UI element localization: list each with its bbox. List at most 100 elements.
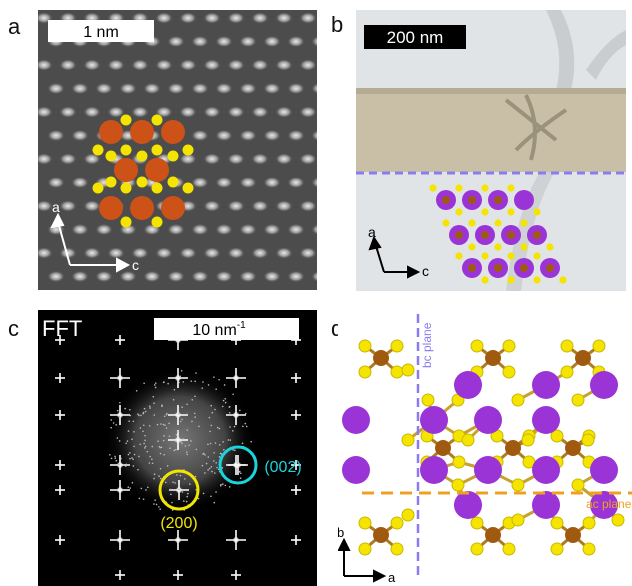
yellow-atom bbox=[481, 184, 489, 192]
noise-speck bbox=[224, 401, 227, 404]
yellow-atom bbox=[182, 182, 194, 194]
noise-speck bbox=[208, 467, 211, 470]
noise-speck bbox=[187, 492, 189, 495]
noise-speck bbox=[116, 409, 119, 412]
brown-atom bbox=[565, 440, 581, 456]
noise-speck bbox=[169, 488, 172, 491]
lattice-dot bbox=[203, 153, 221, 165]
yellow-atom bbox=[550, 542, 564, 556]
noise-speck bbox=[127, 430, 130, 432]
noise-speck bbox=[164, 481, 167, 484]
noise-speck bbox=[140, 487, 143, 490]
lattice-dot bbox=[311, 270, 317, 283]
lattice-dot bbox=[251, 153, 269, 165]
noise-speck bbox=[175, 433, 178, 436]
brown-atom bbox=[494, 196, 502, 204]
noise-speck bbox=[118, 415, 121, 418]
lattice-dot bbox=[71, 129, 89, 142]
noise-speck bbox=[128, 420, 130, 422]
yellow-atom bbox=[520, 219, 528, 227]
noise-speck bbox=[224, 398, 227, 400]
lattice-dot bbox=[227, 200, 245, 212]
lattice-dots bbox=[38, 12, 317, 283]
lattice-dot bbox=[215, 82, 233, 95]
noise-speck bbox=[186, 403, 188, 406]
lattice-dot bbox=[311, 176, 317, 189]
bright-spot bbox=[174, 411, 182, 419]
faint-spot bbox=[58, 538, 62, 542]
bright-spot bbox=[232, 411, 240, 419]
lattice-dot bbox=[95, 223, 113, 236]
purple-atom bbox=[532, 371, 560, 399]
noise-speck bbox=[213, 460, 215, 462]
nanobelt bbox=[356, 88, 626, 172]
yellow-atom bbox=[120, 182, 132, 194]
noise-speck bbox=[234, 449, 236, 452]
lattice-dot bbox=[263, 223, 281, 236]
noise-speck bbox=[129, 408, 131, 411]
noise-speck bbox=[119, 401, 121, 404]
noise-speck bbox=[239, 472, 242, 475]
lattice-dot bbox=[191, 129, 209, 142]
noise-speck bbox=[142, 424, 145, 427]
noise-speck bbox=[241, 442, 244, 445]
faint-spot bbox=[58, 463, 62, 467]
yellow-atom bbox=[151, 144, 163, 156]
noise-speck bbox=[153, 414, 156, 416]
orange-atom bbox=[145, 158, 169, 182]
scale-bar-label: 1 nm bbox=[83, 24, 119, 41]
noise-speck bbox=[176, 430, 179, 433]
lattice-dot bbox=[71, 270, 89, 283]
lattice-dot bbox=[299, 153, 317, 165]
faint-spot bbox=[176, 573, 180, 577]
noise-speck bbox=[109, 453, 111, 456]
noise-speck bbox=[218, 456, 221, 458]
noise-speck bbox=[242, 425, 244, 428]
yellow-atom bbox=[611, 513, 625, 527]
noise-speck bbox=[144, 434, 146, 437]
noise-speck bbox=[244, 422, 247, 425]
noise-speck bbox=[214, 472, 216, 474]
noise-speck bbox=[195, 372, 197, 374]
noise-speck bbox=[201, 387, 204, 389]
scale-bar-label: 200 nm bbox=[387, 28, 444, 47]
lattice-dot bbox=[107, 247, 125, 259]
yellow-atom bbox=[442, 219, 450, 227]
yellow-atom bbox=[401, 363, 415, 377]
axis-arrows bbox=[338, 537, 387, 583]
noise-speck bbox=[186, 453, 189, 456]
lattice-dot bbox=[179, 12, 197, 24]
lattice-dot bbox=[191, 176, 209, 189]
noise-speck bbox=[218, 444, 221, 446]
noise-speck bbox=[154, 386, 157, 389]
lattice-dot bbox=[83, 106, 101, 118]
panel-a-hrtem-image: 1 nm a c bbox=[38, 10, 317, 290]
bright-spot bbox=[116, 486, 124, 494]
bright-spot bbox=[232, 374, 240, 382]
brown-atom bbox=[373, 350, 389, 366]
lattice-dot bbox=[203, 200, 221, 212]
noise-speck bbox=[124, 407, 126, 410]
noise-speck bbox=[250, 440, 252, 443]
noise-speck bbox=[229, 426, 231, 428]
noise-speck bbox=[110, 426, 112, 429]
purple-atom bbox=[532, 491, 560, 519]
noise-speck bbox=[143, 407, 146, 410]
yellow-atom bbox=[571, 393, 585, 407]
noise-speck bbox=[159, 477, 162, 480]
yellow-atom bbox=[502, 542, 516, 556]
noise-speck bbox=[181, 406, 183, 408]
noise-speck bbox=[207, 443, 209, 446]
scale-bar-box bbox=[48, 20, 154, 42]
noise-speck bbox=[190, 440, 192, 442]
brown-atom bbox=[575, 350, 591, 366]
noise-speck bbox=[245, 425, 248, 428]
bright-spot bbox=[174, 436, 182, 444]
brown-atom bbox=[505, 440, 521, 456]
lattice-dot bbox=[227, 106, 245, 118]
noise-speck bbox=[173, 449, 176, 452]
orange-atom bbox=[161, 120, 185, 144]
orange-atom bbox=[99, 196, 123, 220]
yellow-atom bbox=[136, 176, 148, 188]
lattice-dot bbox=[47, 129, 65, 142]
